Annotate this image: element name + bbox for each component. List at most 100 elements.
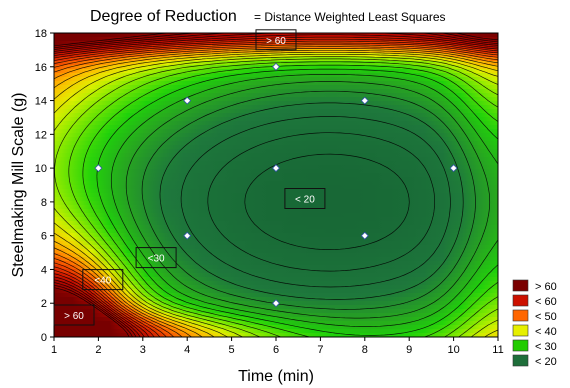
y-axis-ticks: 0 2 4 6 8 10 12 14 16 18 bbox=[35, 28, 54, 344]
heat-row bbox=[54, 197, 498, 202]
heat-row bbox=[54, 293, 498, 298]
heat-row bbox=[54, 305, 498, 310]
legend-label: < 20 bbox=[535, 356, 557, 368]
heat-row bbox=[54, 329, 498, 334]
heatmap-fill bbox=[54, 33, 498, 337]
heat-row bbox=[54, 173, 498, 178]
heat-row bbox=[54, 285, 498, 290]
heat-row bbox=[54, 85, 498, 90]
data-point bbox=[272, 164, 280, 173]
y-axis-label: Steelmaking Mill Scale (g) bbox=[10, 93, 27, 278]
y-tick-label: 0 bbox=[41, 332, 47, 344]
heat-row bbox=[54, 121, 498, 126]
x-tick-label: 5 bbox=[229, 344, 235, 356]
heat-row bbox=[54, 153, 498, 158]
y-tick-label: 12 bbox=[35, 129, 47, 141]
contour-lines bbox=[54, 33, 498, 337]
y-tick-label: 18 bbox=[35, 28, 47, 40]
heat-row bbox=[54, 233, 498, 238]
data-point bbox=[272, 299, 280, 308]
heat-row bbox=[54, 205, 498, 210]
heat-row bbox=[54, 249, 498, 254]
x-tick-label: 6 bbox=[273, 344, 279, 356]
heat-row bbox=[54, 141, 498, 146]
annotation-label: > 60 bbox=[64, 311, 84, 322]
data-point bbox=[360, 231, 369, 240]
heat-row bbox=[54, 237, 498, 242]
heat-row bbox=[54, 225, 498, 230]
annotation-label: <40 bbox=[94, 276, 111, 287]
x-tick-label: 11 bbox=[492, 344, 503, 356]
heat-row bbox=[54, 273, 498, 278]
heat-row bbox=[54, 125, 498, 130]
chart-subtitle: = Distance Weighted Least Squares bbox=[254, 10, 446, 24]
legend: > 60 < 60 < 50 < 40 < 30 < 20 bbox=[512, 279, 557, 368]
x-axis-ticks: 1 2 3 4 5 6 7 8 9 10 11 bbox=[51, 337, 504, 356]
heat-row bbox=[54, 209, 498, 214]
heat-row bbox=[54, 69, 498, 74]
heat-row bbox=[54, 145, 498, 150]
x-tick-label: 4 bbox=[184, 344, 190, 356]
data-points bbox=[94, 62, 458, 308]
data-point bbox=[360, 96, 369, 105]
heat-row bbox=[54, 277, 498, 282]
annotation-box bbox=[135, 247, 177, 269]
heat-row bbox=[54, 201, 498, 206]
y-tick-label: 14 bbox=[35, 96, 47, 108]
annotation-box bbox=[82, 269, 124, 291]
heat-row bbox=[54, 133, 498, 138]
heat-row bbox=[54, 317, 498, 322]
data-point bbox=[272, 62, 280, 71]
data-point bbox=[94, 164, 103, 173]
legend-swatch bbox=[512, 324, 529, 337]
heat-row bbox=[54, 129, 498, 134]
heat-row bbox=[54, 185, 498, 190]
y-tick-label: 8 bbox=[41, 197, 47, 209]
contour-annotations: > 60 < 20 <30 <40 > 60 bbox=[53, 29, 326, 326]
data-point bbox=[183, 96, 192, 105]
x-tick-label: 10 bbox=[447, 344, 459, 356]
legend-label: < 30 bbox=[535, 341, 557, 353]
heat-row bbox=[54, 37, 498, 42]
x-tick-label: 8 bbox=[362, 344, 368, 356]
heat-row bbox=[54, 117, 498, 122]
heat-row bbox=[54, 81, 498, 86]
annotation-box bbox=[53, 304, 95, 326]
heat-row bbox=[54, 313, 498, 318]
legend-label: > 60 bbox=[535, 281, 557, 293]
y-tick-label: 2 bbox=[41, 298, 47, 310]
heat-row bbox=[54, 261, 498, 266]
heat-row bbox=[54, 189, 498, 194]
heat-row bbox=[54, 269, 498, 274]
x-tick-label: 3 bbox=[140, 344, 146, 356]
legend-swatch bbox=[512, 294, 529, 307]
y-tick-label: 16 bbox=[35, 62, 47, 74]
plot-area bbox=[54, 33, 498, 337]
heat-row bbox=[54, 253, 498, 258]
annotation-box bbox=[284, 188, 326, 209]
legend-swatch bbox=[512, 279, 529, 292]
legend-label: < 40 bbox=[535, 326, 557, 338]
heat-row bbox=[54, 97, 498, 102]
heat-row bbox=[54, 73, 498, 78]
heat-row bbox=[54, 57, 498, 62]
heat-row bbox=[54, 41, 498, 46]
legend-swatch bbox=[512, 309, 529, 322]
heat-row bbox=[54, 109, 498, 114]
heat-row bbox=[54, 213, 498, 218]
heat-row bbox=[54, 161, 498, 166]
annotation-label: < 20 bbox=[295, 195, 315, 206]
x-tick-label: 7 bbox=[317, 344, 323, 356]
x-tick-label: 9 bbox=[406, 344, 412, 356]
heat-row bbox=[54, 89, 498, 94]
x-axis-label: Time (min) bbox=[238, 368, 314, 385]
annotation-box bbox=[255, 29, 297, 51]
heat-row bbox=[54, 177, 498, 182]
legend-swatch bbox=[512, 354, 529, 367]
legend-swatch bbox=[512, 339, 529, 352]
legend-label: < 50 bbox=[535, 311, 557, 323]
data-point bbox=[449, 164, 458, 173]
heat-row bbox=[54, 229, 498, 234]
heat-row bbox=[54, 281, 498, 286]
